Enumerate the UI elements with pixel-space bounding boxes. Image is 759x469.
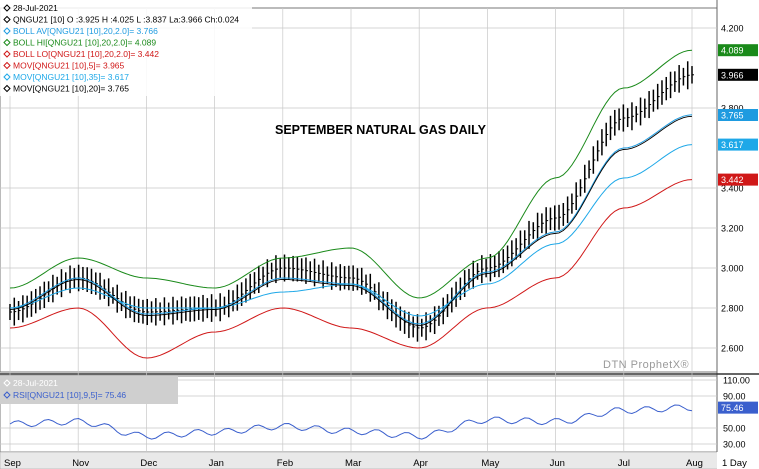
diamond-icon: [3, 73, 11, 81]
watermark: DTN ProphetX®: [603, 359, 689, 371]
x-tick-label: Jun: [550, 458, 565, 469]
diamond-icon: [3, 27, 11, 35]
x-tick-label: Jul: [618, 458, 630, 469]
price-y-tick-label: 2.800: [721, 304, 744, 314]
price-legend-background: [0, 0, 252, 96]
rsi-legend-item: 28-Jul-2021: [13, 378, 58, 388]
rsi-value-tag: [718, 401, 758, 414]
rsi-legend-background: [0, 376, 178, 404]
price-legend-item: 28-Jul-2021: [13, 3, 58, 13]
x-tick-label: Aug: [686, 458, 703, 469]
price-value-tag: [718, 44, 758, 57]
price-y-tick-label: 2.600: [721, 344, 744, 354]
rsi-y-tick-label: 110.00: [723, 376, 750, 386]
diamond-icon: [3, 84, 11, 93]
rsi-legend-item: RSI[QNGU21 [10],9,5]= 75.46: [13, 390, 126, 400]
timeframe-label[interactable]: 1 Day: [722, 458, 747, 469]
rsi-value-tag-text: 75.46: [721, 403, 744, 413]
diamond-icon: [3, 391, 11, 399]
price-legend-item: MOV[QNGU21 [10],5]= 3.965: [13, 61, 125, 71]
price-y-tick-label: 3.200: [721, 224, 744, 234]
x-tick-label: Apr: [413, 458, 428, 469]
rsi-y-tick-label: 50.00: [723, 424, 746, 434]
mov20-series: [9, 115, 693, 326]
price-legend-item: BOLL LO[QNGU21 [10],20,2.0]= 3.442: [13, 49, 159, 59]
mov35-series: [9, 144, 693, 317]
diamond-icon: [3, 50, 11, 58]
diamond-icon: [3, 4, 11, 12]
x-axis-band: [0, 451, 759, 469]
price-value-tag: [718, 68, 758, 81]
chart-title: SEPTEMBER NATURAL GAS DAILY: [275, 123, 487, 137]
x-tick-label: Sep: [4, 458, 21, 469]
rsi-y-tick-label: 30.00: [723, 440, 746, 450]
x-tick-label: Feb: [277, 458, 293, 469]
price-legend-item: MOV[QNGU21 [10],20]= 3.765: [13, 84, 129, 94]
x-tick-label: Jan: [209, 458, 224, 469]
rsi-series: [9, 404, 693, 440]
diamond-icon: [3, 379, 11, 387]
price-y-tick-label: 4.200: [721, 24, 744, 34]
price-y-tick-label: 3.400: [721, 184, 744, 194]
x-tick-label: Dec: [140, 458, 157, 469]
series-layer: [9, 49, 694, 440]
price-legend-item: BOLL AV[QNGU21 [10],20,2.0]= 3.766: [13, 26, 158, 36]
price-value-tag: [718, 173, 758, 186]
boll-lo-series: [9, 179, 693, 359]
price-value-tag-text: 3.442: [721, 175, 744, 185]
x-tick-label: Nov: [72, 458, 89, 469]
price-y-tick-label: 3.000: [721, 264, 744, 274]
price-legend-item: QNGU21 [10] O :3.925 H :4.025 L :3.837 L…: [13, 15, 239, 25]
price-value-tag: [718, 138, 758, 151]
price-legend-item: MOV[QNGU21 [10],35]= 3.617: [13, 72, 129, 82]
price-y-tick-label: 3.800: [721, 104, 744, 114]
rsi-y-tick-label: 90.00: [723, 392, 746, 402]
diamond-icon: [3, 61, 11, 70]
x-tick-label: Mar: [345, 458, 361, 469]
diamond-icon: [3, 15, 11, 24]
price-value-tag-text: 3.765: [721, 111, 744, 121]
price-value-tag: [718, 109, 758, 121]
legend-layer: 28-Jul-2021 QNGU21 [10] O :3.925 H :4.025…: [0, 0, 252, 404]
x-tick-label: May: [481, 458, 499, 469]
diamond-icon: [3, 38, 11, 47]
boll-hi-series: [9, 49, 693, 299]
price-value-tag-text: 3.617: [721, 140, 744, 150]
price-legend-item: BOLL HI[QNGU21 [10],20,2.0]= 4.089: [13, 38, 156, 48]
price-value-tag-text: 3.966: [721, 70, 744, 80]
axis-layer: 4.200 3.800 3.400 3.200 3.000 2.800 2.600 110.0…: [4, 24, 758, 469]
price-value-tag-text: 4.089: [721, 46, 744, 56]
